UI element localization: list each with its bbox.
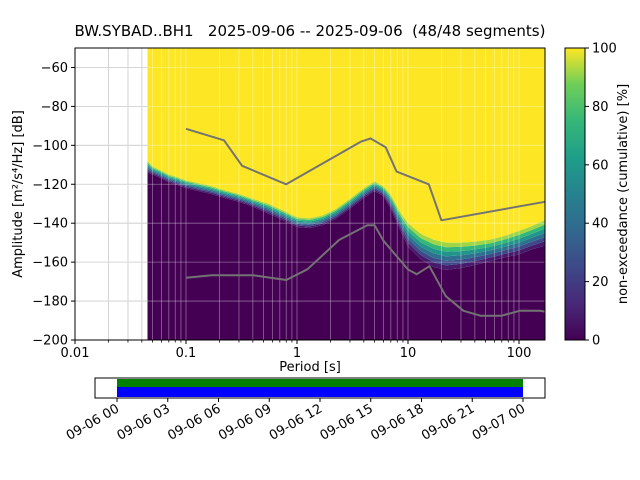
plot-border	[74, 47, 546, 341]
y-tick-label: −60	[41, 61, 68, 76]
colorbar-tick-label: 60	[592, 158, 609, 173]
colorbar-tick-label: 100	[592, 42, 617, 57]
x-tick-label: 0.01	[61, 346, 90, 361]
timeline-tick-label: 09-06 15	[318, 401, 376, 443]
x-axis-label: Period [s]	[279, 360, 341, 375]
x-tick-label: 10	[400, 346, 417, 361]
timeline-tick-label: 09-06 00	[64, 401, 122, 443]
timeline-tick-label: 09-06 21	[419, 401, 477, 443]
nhnm-line	[185, 127, 546, 222]
y-tick-label: −160	[32, 256, 68, 271]
y-tick-label: −100	[32, 139, 68, 154]
heatmap-high-region	[147, 48, 545, 243]
y-tick-label: −200	[32, 334, 68, 349]
grid-lines-over	[74, 48, 545, 341]
colorbar-border	[564, 47, 586, 341]
y-tick-label: −80	[41, 100, 68, 115]
x-tick-label: 1	[293, 346, 301, 361]
plot-axes: 0.01 0.1 1 10 100 −60 −80 −100 −120 −140 −160 −180 −…	[32, 47, 546, 361]
ppsd-heatmap	[147, 48, 545, 340]
timeline-segments-bar	[117, 387, 523, 397]
plot-title: BW.SYBAD..BH1 2025-09-06 -- 2025-09-06 (…	[75, 22, 546, 40]
nlnm-line	[185, 224, 546, 317]
timeline-tick-label: 09-06 06	[165, 401, 223, 443]
x-tick-label: 0.1	[176, 346, 197, 361]
timeline-tick-label: 09-06 12	[267, 401, 325, 443]
timeline-tick-label: 09-06 03	[115, 401, 173, 443]
y-axis-label: Amplitude [m²/s⁴/Hz] [dB]	[11, 110, 26, 278]
y-tick-label: −120	[32, 178, 68, 193]
x-tick-label: 100	[507, 346, 532, 361]
colorbar-tick-label: 80	[592, 100, 609, 115]
heatmap-gradient-band	[147, 160, 545, 248]
y-tick-label: −140	[32, 217, 68, 232]
colorbar-tick-label: 0	[592, 334, 600, 349]
timeline-tick-label: 09-06 09	[216, 401, 274, 443]
noise-model-lines	[185, 127, 546, 317]
timeline-tick-label: 09-06 18	[368, 401, 426, 443]
colorbar-label: non-exceedance (cumulative) [%]	[616, 84, 631, 304]
colorbar-tick-label: 40	[592, 217, 609, 232]
timeline-coverage-bar	[117, 379, 523, 387]
timeline-tick-label: 09-07 00	[470, 401, 528, 443]
heatmap-gradient-band	[147, 162, 545, 252]
colorbar: 0 20 40 60 80 100	[564, 42, 617, 349]
y-tick-label: −180	[32, 295, 68, 310]
colorbar-gradient	[565, 48, 585, 340]
heatmap-low-region	[147, 172, 545, 340]
colorbar-tick-label: 20	[592, 275, 609, 290]
